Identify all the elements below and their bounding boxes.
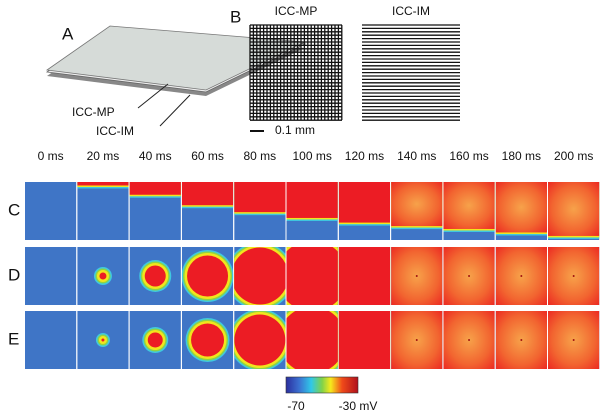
sim-cell — [25, 247, 77, 305]
sim-cell — [181, 247, 234, 305]
wave — [286, 182, 338, 218]
sim-cell — [181, 311, 234, 369]
sim-cell — [234, 182, 286, 240]
sim-cell — [129, 182, 181, 240]
wave — [101, 338, 105, 342]
sim-cell — [338, 247, 391, 305]
wave — [77, 182, 129, 186]
sim-cell — [391, 182, 443, 240]
sim-cell — [338, 311, 391, 369]
wave — [129, 182, 181, 195]
network-title: ICC-MP — [275, 4, 318, 18]
sim-cell — [548, 247, 600, 305]
sim-cell — [77, 311, 129, 369]
panel-label: B — [230, 7, 241, 26]
time-label: 60 ms — [191, 149, 224, 163]
row-label: E — [8, 329, 19, 348]
sim-cell — [443, 247, 495, 305]
pacemaker — [572, 275, 575, 277]
sim-cell — [286, 311, 338, 369]
time-label: 180 ms — [502, 149, 541, 163]
sim-cell — [548, 182, 600, 240]
time-label: 40 ms — [139, 149, 172, 163]
scale-label: 0.1 mm — [275, 123, 315, 137]
wave — [187, 255, 229, 297]
wave — [234, 247, 286, 305]
sim-cell — [548, 311, 600, 369]
sim-cell — [129, 247, 181, 305]
sim-cell — [25, 182, 77, 240]
leader-line — [137, 83, 169, 109]
time-label: 80 ms — [244, 149, 277, 163]
pacemaker — [520, 275, 523, 277]
sim-cell — [25, 311, 77, 369]
sim-cell — [338, 182, 391, 240]
wave — [443, 182, 495, 229]
sim-cell — [77, 182, 129, 240]
wave — [286, 247, 338, 305]
wave — [391, 182, 443, 227]
time-label: 140 ms — [397, 149, 436, 163]
colorbar — [285, 376, 359, 394]
pacemaker — [468, 339, 471, 341]
wave — [191, 323, 225, 357]
layer-label: ICC-IM — [96, 124, 134, 138]
sim-cell — [391, 247, 443, 305]
sim-cell — [234, 247, 286, 305]
simulation-panels: 0 ms 20 ms 40 ms 60 ms 80 ms 100 ms 120 ms 140 … — [8, 149, 600, 369]
row-label: D — [8, 265, 20, 284]
wave — [338, 182, 391, 223]
row-label: C — [8, 200, 20, 219]
sim-cell — [129, 311, 181, 369]
slab — [45, 25, 307, 96]
time-label: 120 ms — [345, 149, 384, 163]
time-label: 100 ms — [292, 149, 331, 163]
wave — [144, 265, 166, 287]
sim-cell — [443, 311, 495, 369]
pacemaker — [572, 339, 575, 341]
pacemaker — [468, 275, 471, 277]
wave — [147, 332, 163, 348]
sim-cell — [286, 182, 338, 240]
wave — [234, 182, 286, 213]
panel-label: A — [62, 24, 74, 43]
sim-cell — [443, 182, 495, 240]
layer-label: ICC-MP — [72, 105, 115, 119]
wave — [181, 182, 234, 206]
tissue — [25, 182, 77, 240]
pacemaker — [415, 275, 418, 277]
tissue — [25, 311, 77, 369]
colorbar-label: -70 — [287, 399, 305, 413]
time-label: 160 ms — [449, 149, 488, 163]
wave — [495, 182, 547, 233]
time-label: 0 ms — [38, 149, 64, 163]
time-label: 20 ms — [87, 149, 120, 163]
sim-cell — [234, 311, 286, 369]
sim-cell — [181, 182, 234, 240]
colorbar-label: -30 mV — [339, 399, 378, 413]
tissue — [25, 247, 77, 305]
wave — [548, 182, 600, 236]
wave — [338, 311, 391, 369]
time-label: 200 ms — [554, 149, 593, 163]
leader-line — [159, 94, 191, 127]
network-title: ICC-IM — [392, 4, 430, 18]
sim-cell — [286, 247, 338, 305]
sim-cell — [495, 311, 547, 369]
sim-cell — [77, 247, 129, 305]
im-network — [362, 24, 460, 121]
wave — [338, 247, 391, 305]
tissue — [77, 182, 129, 240]
sim-cell — [391, 311, 443, 369]
wave — [99, 272, 107, 280]
wave — [286, 311, 338, 369]
pacemaker — [520, 339, 523, 341]
pacemaker — [415, 339, 418, 341]
mp-network — [249, 24, 343, 121]
wave — [234, 314, 286, 366]
sim-cell — [495, 247, 547, 305]
sim-cell — [495, 182, 547, 240]
